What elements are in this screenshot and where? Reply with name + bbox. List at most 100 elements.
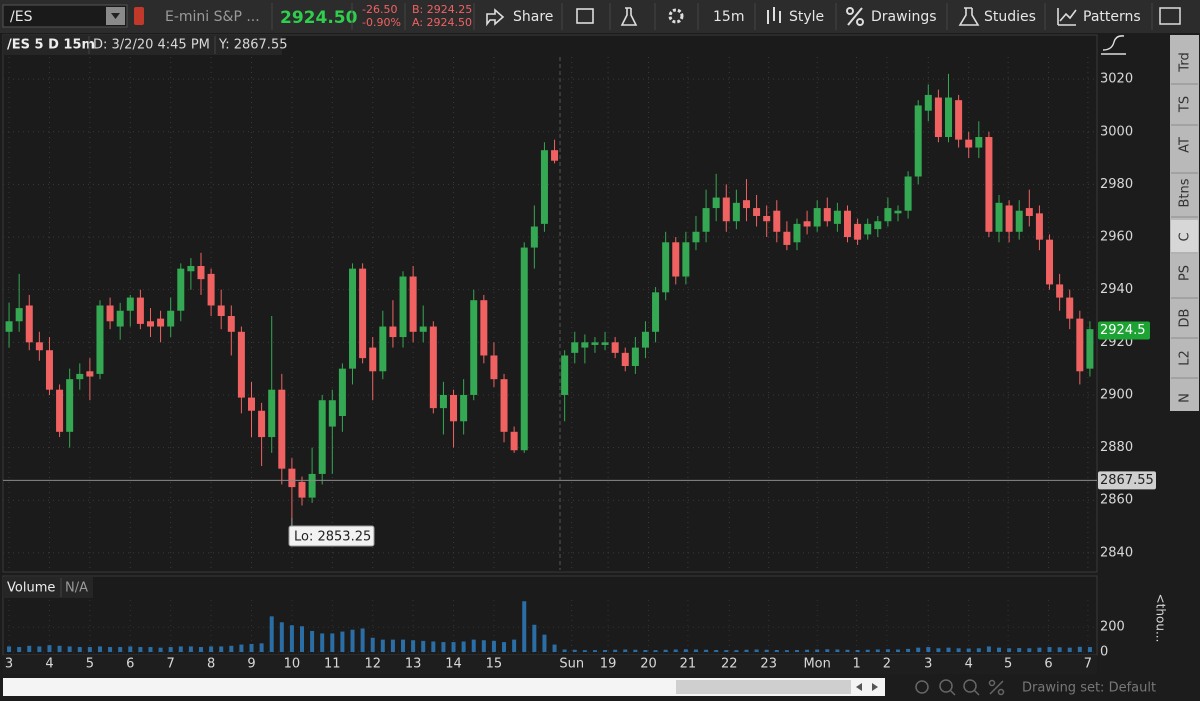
volume-bar [825,649,830,652]
candle-body [1056,284,1064,298]
candle-body [268,389,276,438]
volume-bar [865,649,870,652]
candle-body [934,97,942,138]
volume-bar [380,639,385,652]
zoom-icons[interactable] [915,679,1005,696]
interval[interactable]: 15m [713,9,744,25]
candle-body [1015,210,1023,232]
studies-button[interactable]: Studies [984,9,1036,25]
settings-icon[interactable] [668,8,684,24]
candle-body [965,139,973,148]
volume-bar [330,633,335,652]
share-button[interactable]: Share [486,8,553,27]
price-header [3,35,282,55]
volume-bar [67,646,72,652]
candle-body [995,202,1003,232]
volume-bar [512,639,517,652]
volume-bar [471,639,476,652]
volume-bar [926,647,931,652]
volume-bar [623,649,628,652]
volume-bar [582,650,587,652]
alert-bell-icon[interactable] [576,8,594,24]
candle-body [227,316,235,332]
x-tick-label: 10 [284,657,301,672]
candle-body [207,273,215,306]
y-tick-label: 2960 [1100,230,1133,245]
side-tab[interactable]: PS [1178,265,1193,281]
volume-bar [633,649,638,652]
candle-body [247,397,255,411]
candle-body [682,242,690,277]
candle-body [56,389,64,432]
patterns-button[interactable]: Patterns [1083,9,1141,25]
volume-bar [663,649,668,652]
candle-body [864,223,872,235]
flask-icon[interactable] [620,7,638,26]
cursor-date: D: 3/2/20 4:45 PM [93,38,210,53]
volume-bar [724,650,729,652]
volume-bar [421,640,426,652]
candle-body [520,247,528,451]
layout-icon[interactable] [1159,7,1181,25]
style-icon [767,7,781,24]
volume-bar [653,650,658,652]
volume-bar [27,645,32,652]
scrollbar-thumb[interactable] [676,680,851,694]
candle-body [76,373,84,380]
x-tick-label: 13 [405,657,422,672]
candle-body [874,221,882,230]
volume-bar [128,646,133,652]
volume-bar [17,647,22,652]
volume-bar [714,650,719,652]
x-tick-label: 20 [640,657,657,672]
scroll-arrows[interactable] [856,683,878,691]
style-button[interactable]: Style [789,9,824,25]
volume-bar [1017,648,1022,652]
volume-bar [118,647,123,652]
volume-bar [794,650,799,652]
symbol-input[interactable] [2,4,128,28]
volume-bar [168,647,173,652]
candle-body [773,210,781,232]
toolbar-bg [0,0,1200,33]
drawings-button[interactable]: Drawings [871,9,937,25]
candle-body [187,265,195,272]
volume-bar [1057,647,1062,652]
alert-icon[interactable] [134,7,144,25]
scale-icon[interactable] [1101,35,1126,55]
side-tab[interactable]: Btns [1178,178,1193,207]
volume-bar [198,647,203,652]
candle-body [601,342,609,345]
volume-bar [562,649,567,652]
x-tick-label: 6 [126,657,134,672]
side-tab[interactable]: TS [1178,96,1193,113]
volume-bar [77,647,82,652]
volume-bar [188,646,193,652]
side-tab[interactable]: C [1178,232,1193,241]
volume-bar [552,644,557,652]
volume-bar [1027,648,1032,652]
volume-bar [916,647,921,652]
candle-body [237,331,245,398]
volume-bar [936,648,941,652]
candle-body [672,242,680,277]
side-tab[interactable]: Trd [1178,52,1193,72]
side-tab[interactable]: L2 [1178,350,1193,366]
drawing-set[interactable]: Drawing set: Default [1022,681,1156,696]
side-tab[interactable]: AT [1178,137,1193,153]
studies-icon [958,7,980,26]
candle-body [813,208,821,227]
candle-body [742,200,750,209]
scrollbar[interactable] [3,678,885,696]
candle-body [500,379,508,432]
x-tick-label: 19 [600,657,617,672]
volume-bar [289,625,294,652]
side-tab[interactable]: N [1178,393,1193,403]
volume-bar [178,646,183,652]
side-tab[interactable]: DB [1178,309,1193,328]
candle-body [753,208,761,216]
volume-bar [108,647,113,652]
candle-body [439,394,447,409]
candle-body [167,310,175,327]
patterns-icon [1057,8,1077,26]
